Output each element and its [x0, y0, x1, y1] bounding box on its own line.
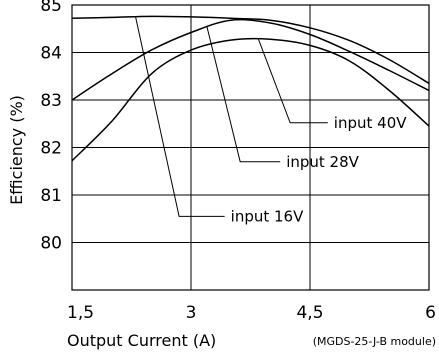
series-label-input-40v: input 40V — [334, 114, 407, 132]
series-line-input-16v — [71, 15, 430, 85]
annotations: input 40V input 28V input 16V — [134, 16, 407, 225]
y-tick-label: 83 — [40, 91, 62, 111]
y-tick-label: 82 — [40, 139, 62, 159]
series-lines — [71, 15, 430, 162]
x-tick-label: 1,5 — [67, 303, 94, 323]
x-tick-label: 3 — [186, 303, 197, 323]
grid — [71, 4, 430, 291]
y-tick-label: 84 — [40, 44, 62, 64]
series-label-input-16v: input 16V — [231, 207, 304, 225]
y-tick-label: 81 — [40, 186, 62, 206]
series-label-input-28v: input 28V — [286, 153, 359, 171]
module-footnote: (MGDS-25-J-B module) — [313, 335, 436, 348]
y-tick-label: 85 — [40, 0, 62, 16]
x-tick-label: 4,5 — [296, 303, 323, 323]
y-axis-title: Efficiency (%) — [7, 95, 26, 205]
x-axis-title: Output Current (A) — [67, 331, 216, 350]
leader-line-input-40v — [257, 39, 328, 124]
leader-line-input-28v — [206, 26, 281, 163]
series-line-input-40v — [71, 37, 430, 162]
tick-labels: 80 81 82 83 84 85 1,5 3 4,5 6 — [40, 0, 436, 323]
x-tick-label: 6 — [425, 303, 436, 323]
series-line-input-28v — [71, 18, 430, 101]
leader-line-input-16v — [134, 16, 225, 217]
y-tick-label: 80 — [40, 234, 62, 254]
